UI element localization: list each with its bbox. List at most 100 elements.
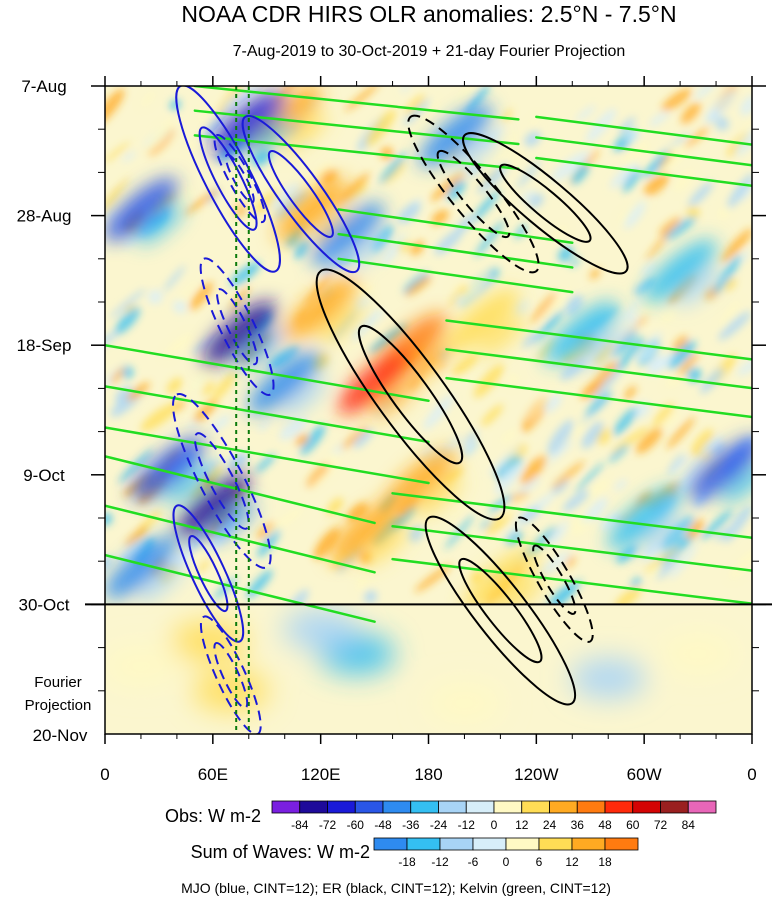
obs-texture-blob [539, 286, 573, 322]
y-axis-tick-labels: 7-Aug 28-Aug 18-Sep 9-Oct 30-Oct [17, 77, 72, 614]
obs-swatch [687, 800, 717, 814]
er-contour-inner [499, 163, 592, 243]
obs-texture-blob [403, 99, 431, 126]
y-tick-label: 18-Sep [17, 336, 72, 355]
obs-texture-blob [549, 225, 568, 241]
obs-anomaly-feature [311, 202, 385, 266]
obs-texture-blob [734, 127, 752, 156]
obs-texture-blob [575, 461, 605, 494]
mjo-contour-inner [213, 641, 249, 709]
obs-anomaly-feature-halo [316, 303, 365, 345]
obs-texture-blob [528, 193, 544, 208]
obs-anomaly-feature [418, 103, 492, 168]
kelvin-contour [337, 257, 574, 294]
obs-texture-blob [365, 109, 397, 147]
obs-texture-blob [258, 419, 270, 432]
obs-texture-blob [571, 163, 590, 185]
obs-texture-blob [565, 294, 583, 316]
obs-texture-blob [541, 440, 574, 467]
waves-swatch [571, 837, 606, 851]
projection-label-line1: Fourier [34, 674, 82, 691]
obs-texture-blob [379, 151, 407, 184]
obs-texture-blob [420, 445, 436, 460]
obs-level-label: -48 [374, 818, 392, 832]
obs-texture-blob [625, 129, 639, 143]
mjo-contour-inner [194, 432, 250, 530]
obs-level-label: -60 [347, 818, 365, 832]
obs-texture-blob [461, 440, 476, 457]
obs-swatch [354, 800, 384, 814]
obs-texture-blob [630, 577, 642, 588]
obs-texture-blob [740, 95, 752, 116]
obs-texture-blob [202, 380, 215, 396]
waves-level-label: 18 [598, 855, 612, 869]
obs-texture-blob [644, 173, 670, 196]
obs-texture-blob [353, 428, 374, 449]
obs-texture-blob [520, 190, 535, 202]
obs-texture-blob [554, 578, 583, 604]
obs-texture-blob [667, 453, 684, 474]
obs-texture-blob [192, 334, 219, 354]
obs-texture-blob [739, 178, 752, 203]
kelvin-contour [337, 208, 574, 245]
obs-anomaly-feature-halo [137, 204, 185, 246]
waves-level-label: -6 [468, 855, 479, 869]
obs-anomaly-feature-halo [370, 377, 419, 419]
obs-texture-blob [570, 257, 580, 268]
obs-texture-blob [737, 357, 752, 376]
obs-texture-blob [520, 455, 547, 485]
obs-swatch [632, 800, 661, 814]
obs-texture-blob [148, 289, 163, 305]
obs-texture-blob [694, 86, 720, 100]
obs-texture-blob [105, 88, 125, 127]
obs-texture-blob [522, 331, 539, 348]
obs-swatch [576, 800, 606, 814]
obs-texture-blob [627, 312, 639, 323]
obs-texture-blob [472, 190, 501, 222]
kelvin-contour [105, 504, 376, 574]
obs-texture-blob [391, 504, 417, 531]
obs-texture-blob [641, 263, 657, 276]
obs-texture-blob [448, 503, 463, 518]
obs-anomaly-field [105, 86, 752, 604]
obs-swatch [438, 800, 467, 814]
kelvin-contour [445, 348, 752, 390]
obs-texture-blob [726, 172, 752, 209]
obs-texture-blob [543, 394, 562, 413]
er-contour [462, 132, 629, 275]
obs-level-label: 36 [571, 818, 585, 832]
obs-anomaly-feature [203, 301, 277, 365]
mjo-contour [172, 393, 272, 569]
plot-area [105, 86, 752, 734]
obs-texture-blob [423, 394, 454, 430]
obs-texture-blob [686, 367, 702, 383]
obs-texture-blob [119, 541, 142, 565]
obs-texture-blob [686, 519, 704, 539]
obs-texture-blob [109, 288, 146, 319]
mjo-contour [172, 504, 245, 643]
obs-texture-blob [517, 476, 540, 496]
obs-texture-blob [551, 460, 585, 490]
obs-texture-blob [668, 340, 696, 370]
obs-texture-blob [673, 169, 694, 192]
obs-texture-blob [581, 497, 608, 527]
obs-anomaly-feature-halo [721, 464, 752, 506]
obs-texture-blob [589, 268, 601, 280]
kelvin-contour [193, 134, 520, 170]
obs-texture-blob [691, 429, 714, 457]
obs-texture-blob [524, 131, 541, 147]
obs-texture-blob [300, 424, 326, 455]
obs-texture-blob [234, 452, 249, 469]
obs-texture-blob [659, 308, 677, 323]
obs-anomaly-feature [284, 276, 358, 340]
obs-texture-blob [144, 117, 175, 155]
obs-anomaly-feature-halo [361, 525, 410, 567]
obs-texture-blob [614, 298, 642, 328]
mjo-contour-inner [267, 150, 334, 238]
er-contours [315, 114, 629, 706]
obs-texture-blob [464, 86, 490, 116]
mjo-contour [241, 114, 361, 274]
obs-anomaly-feature-halo [406, 340, 455, 382]
obs-texture-blob [705, 89, 736, 123]
mjo-contour [213, 134, 267, 224]
